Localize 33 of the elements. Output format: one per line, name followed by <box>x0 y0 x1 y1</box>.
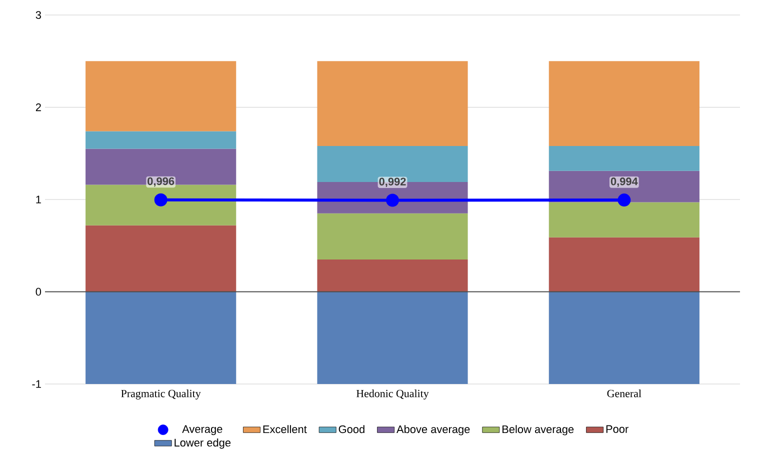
bar <box>86 61 236 132</box>
legend-label: Excellent <box>263 425 307 434</box>
bar <box>548 170 700 202</box>
legend-label: Lower edge <box>174 438 231 449</box>
y-tick-label: 2 <box>36 103 41 112</box>
bar <box>317 259 468 292</box>
bar <box>548 202 700 238</box>
bar <box>86 131 236 149</box>
bar <box>548 61 700 146</box>
y-tick-label: 3 <box>36 11 41 19</box>
bar <box>86 292 236 384</box>
bar <box>317 213 468 260</box>
bar <box>86 148 236 185</box>
legend-label: Poor <box>606 425 628 433</box>
x-tick-label: Hedonic Quality <box>356 390 429 400</box>
bar <box>548 146 700 171</box>
data-label: 0,992 <box>379 178 406 188</box>
legend-label: Good <box>338 425 364 434</box>
legend-label: Average <box>182 425 222 436</box>
x-tick-label: General <box>607 390 642 398</box>
bar <box>548 292 700 384</box>
bar <box>317 292 468 384</box>
data-label: 0,994 <box>610 178 638 187</box>
legend-label: Below average <box>502 425 574 436</box>
legend-label: Above average <box>396 425 470 436</box>
bar <box>86 225 236 292</box>
y-tick-label: 0 <box>36 288 42 296</box>
data-label: 0,996 <box>148 177 174 187</box>
y-tick-label: -1 <box>32 380 41 388</box>
bar <box>317 61 468 146</box>
bar <box>548 237 700 292</box>
x-tick-label: Pragmatic Quality <box>121 390 201 400</box>
y-tick-label: 1 <box>36 196 41 204</box>
